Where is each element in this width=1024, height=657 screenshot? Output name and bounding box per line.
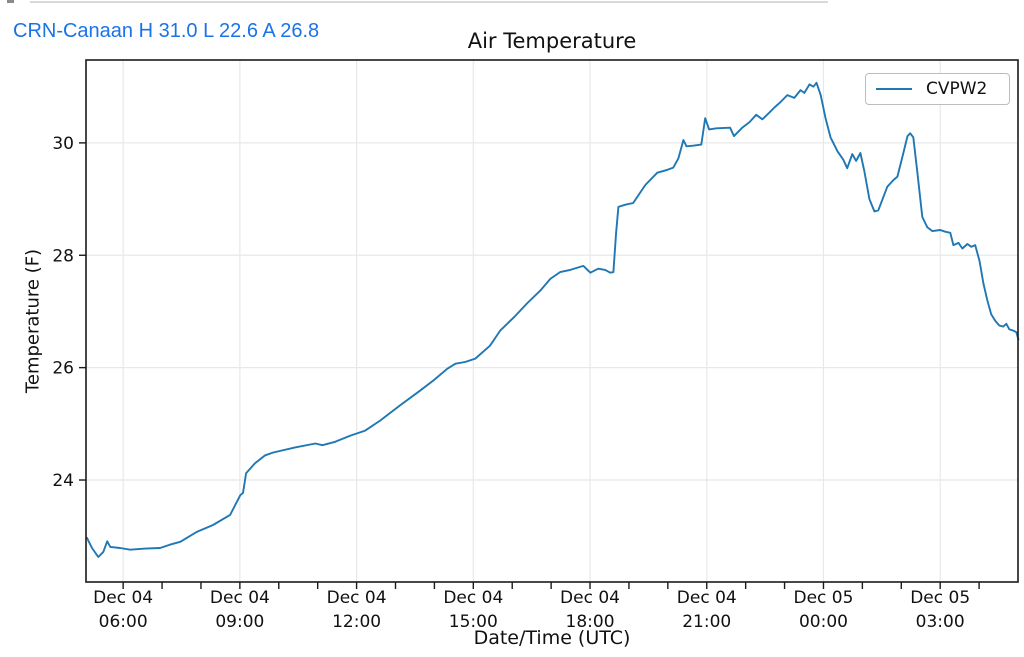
station-stats-header: CRN-Canaan H 31.0 L 22.6 A 26.8 [13,20,320,42]
x-tick-label-date: Dec 04 [443,588,503,608]
x-tick-label-time: 09:00 [215,612,264,632]
x-tick-label-time: 15:00 [449,612,498,632]
series-layer [86,81,1020,558]
chart-title: Air Temperature [467,29,637,53]
y-tick-label: 28 [52,246,74,266]
x-tick-label-time: 12:00 [332,612,381,632]
x-tick-label-time: 03:00 [916,612,965,632]
tick-label-layer: Dec 04 06:00 Dec 04 09:00 Dec 04 12:00 Dec 04 1… [52,134,970,632]
y-tick-label: 24 [52,471,74,491]
x-tick-label-date: Dec 05 [910,588,970,608]
window-corner-speck [7,0,14,3]
grid-layer [86,60,1018,582]
x-tick-label-time: 21:00 [682,612,731,632]
x-tick-label-time: 18:00 [566,612,615,632]
x-tick-label-date: Dec 04 [677,588,737,608]
x-tick-label-time: 00:00 [799,612,848,632]
temperature-line [86,81,1020,558]
y-tick-label: 26 [52,359,74,379]
x-axis-label: Date/Time (UTC) [473,627,631,649]
x-tick-label-time: 06:00 [99,612,148,632]
legend-entry-label: CVPW2 [926,79,988,99]
x-tick-label-date: Dec 04 [560,588,620,608]
legend: CVPW2 [865,73,1010,105]
plot-frame [85,59,1019,583]
tick-layer [79,142,980,589]
y-tick-label: 30 [52,134,74,154]
window-top-border [30,1,828,3]
x-tick-label-date: Dec 04 [93,588,153,608]
legend-line-sample [876,88,912,90]
axes-spines [85,59,1019,583]
x-tick-label-date: Dec 04 [327,588,387,608]
x-tick-label-date: Dec 05 [793,588,853,608]
x-tick-label-date: Dec 04 [210,588,270,608]
